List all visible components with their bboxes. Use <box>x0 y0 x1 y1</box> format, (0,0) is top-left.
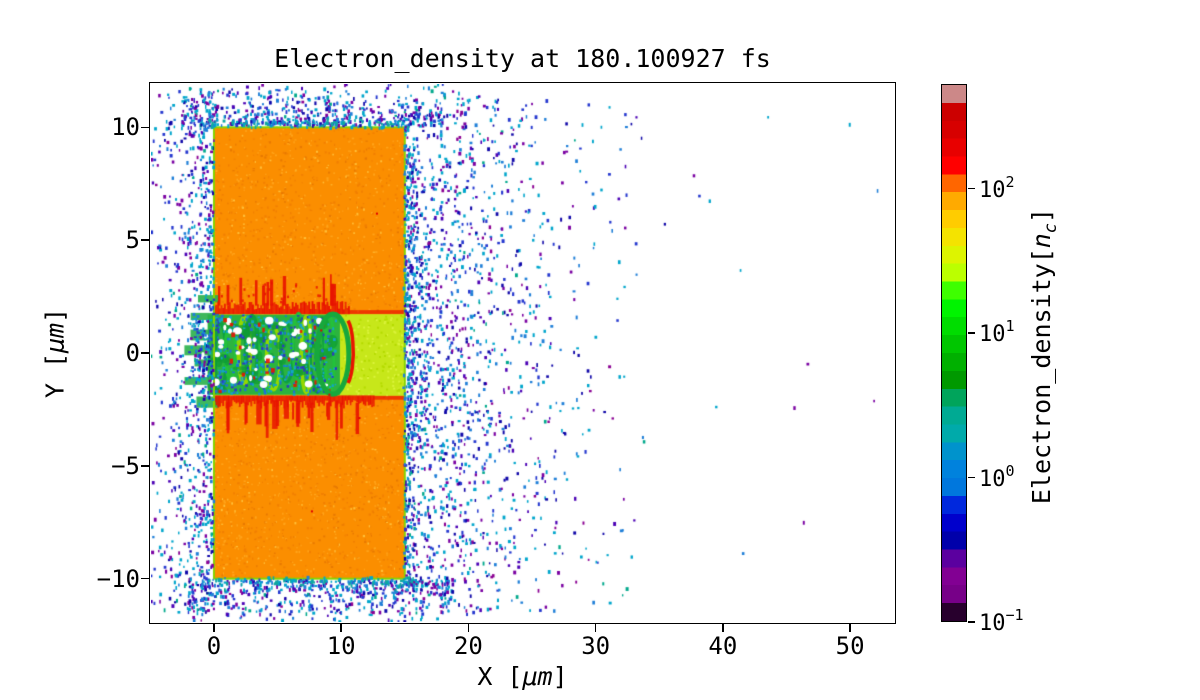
y-tick-label: −5 <box>111 451 140 480</box>
x-tick-mark <box>722 624 724 632</box>
x-tick-label: 0 <box>206 632 222 660</box>
x-tick-label: 40 <box>708 632 738 660</box>
colorbar-tick-label: 102 <box>979 172 1015 203</box>
x-tick-mark <box>213 624 215 632</box>
x-tick-mark <box>340 624 342 632</box>
colorbar-tick-mark <box>968 621 975 623</box>
y-axis-label: Y [μm] <box>40 307 70 399</box>
x-tick-label: 50 <box>835 632 865 660</box>
colorbar-tick-label: 101 <box>979 316 1015 348</box>
y-tick-mark <box>141 352 149 354</box>
heatmap-canvas <box>151 84 894 622</box>
y-tick-mark <box>141 126 149 129</box>
y-tick-mark <box>141 577 149 580</box>
colorbar-tick-mark <box>968 476 975 479</box>
colorbar-tick-label: 100 <box>979 461 1015 492</box>
x-tick-mark <box>849 624 851 632</box>
x-tick-label: 10 <box>326 632 356 660</box>
x-axis-label: X [μm] <box>477 662 568 691</box>
x-tick-label: 30 <box>581 632 611 660</box>
y-tick-label: 0 <box>125 339 140 367</box>
colorbar-tick-mark <box>968 332 975 334</box>
colorbar <box>941 84 967 622</box>
y-tick-label: 5 <box>125 226 140 255</box>
y-tick-label: −10 <box>96 564 140 593</box>
colorbar-tick-label: 10−1 <box>979 605 1024 637</box>
colorbar-label: Electron_density[nc] <box>1027 207 1061 505</box>
y-tick-label: 10 <box>111 113 140 142</box>
x-tick-label: 20 <box>453 632 483 660</box>
y-tick-mark <box>141 239 149 241</box>
x-tick-mark <box>467 624 470 632</box>
x-tick-mark <box>594 624 597 632</box>
colorbar-tick-mark <box>968 187 975 190</box>
y-tick-mark <box>141 465 149 467</box>
plot-title: Electron_density at 180.100927 fs <box>274 44 771 73</box>
